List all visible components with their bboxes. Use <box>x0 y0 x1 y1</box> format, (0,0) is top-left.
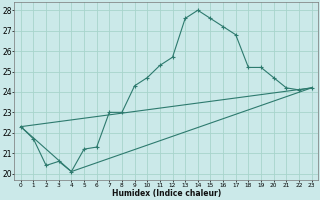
X-axis label: Humidex (Indice chaleur): Humidex (Indice chaleur) <box>112 189 221 198</box>
